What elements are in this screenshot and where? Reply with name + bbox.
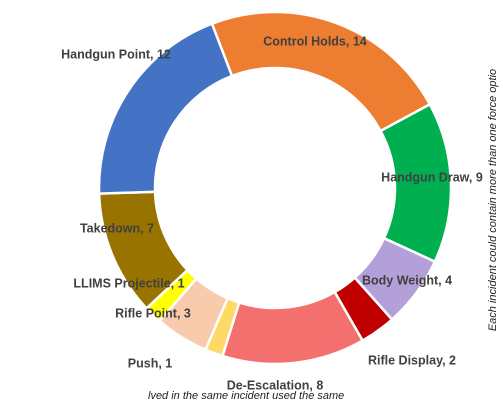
donut-slice <box>210 10 432 133</box>
data-label: Body Weight, 4 <box>362 273 452 287</box>
donut-slice <box>220 290 365 366</box>
data-label: Control Holds, 14 <box>263 34 367 48</box>
data-label: Handgun Draw, 9 <box>381 170 483 184</box>
data-label: Rifle Point, 3 <box>115 306 191 320</box>
data-label: Handgun Point, 12 <box>61 47 171 61</box>
data-label: LLIMS Projectile, 1 <box>73 276 184 290</box>
data-label: De-Escalation, 8 <box>227 378 324 392</box>
data-label: Takedown, 7 <box>80 221 154 235</box>
data-label: Push, 1 <box>128 356 173 370</box>
side-note: Each incident could contain more than on… <box>487 69 499 331</box>
data-label: Rifle Display, 2 <box>368 353 456 367</box>
donut-slice <box>97 22 234 195</box>
bottom-note: lved in the same incident used the same <box>148 390 344 402</box>
